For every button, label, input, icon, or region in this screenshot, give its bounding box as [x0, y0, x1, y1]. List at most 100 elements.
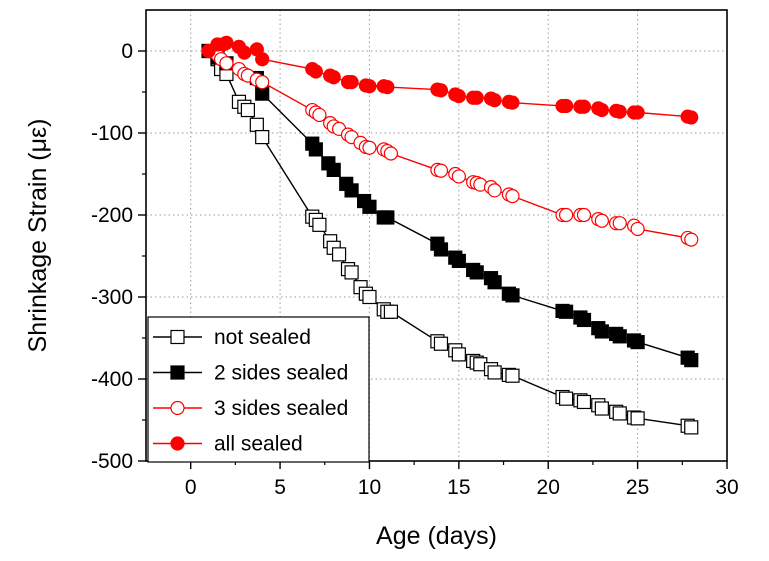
- x-tick-label: 25: [626, 476, 649, 499]
- data-point: [380, 79, 395, 95]
- data-point: [331, 247, 347, 262]
- x-tick-label: 30: [715, 476, 738, 499]
- data-point: [383, 146, 399, 161]
- data-point: [505, 288, 520, 303]
- data-point: [451, 347, 466, 362]
- data-point: [576, 312, 592, 328]
- data-point: [684, 232, 699, 247]
- series-3: [201, 43, 699, 247]
- data-point: [383, 304, 399, 319]
- data-point: [433, 83, 449, 98]
- series-layer: [201, 35, 699, 435]
- data-point: [576, 394, 592, 410]
- data-point: [240, 102, 255, 118]
- data-point: [362, 140, 377, 155]
- data-point: [630, 411, 645, 426]
- series-4: [201, 35, 699, 125]
- data-point: [219, 35, 234, 50]
- data-point: [559, 304, 574, 319]
- x-tick-label: 5: [274, 476, 286, 499]
- y-tick-label: -400: [91, 368, 133, 391]
- data-point: [344, 75, 359, 90]
- data-point: [344, 265, 359, 280]
- data-point: [594, 401, 609, 416]
- data-point: [308, 64, 323, 79]
- data-point: [469, 265, 484, 280]
- data-point: [487, 183, 502, 198]
- data-point: [505, 368, 520, 383]
- data-point: [594, 213, 609, 228]
- legend-marker: [170, 329, 185, 345]
- data-point: [594, 324, 609, 339]
- y-axis-title: Shrinkage Strain (με): [24, 119, 52, 353]
- legend-box: [147, 316, 370, 463]
- data-point: [559, 98, 574, 114]
- legend-marker: [170, 365, 185, 380]
- data-point: [433, 336, 449, 351]
- legend-entry: all sealed: [153, 433, 303, 456]
- data-point: [326, 162, 341, 177]
- data-point: [326, 70, 341, 85]
- data-point: [559, 391, 574, 406]
- tick-layer: 0 5 10 15 20 25 30 0 -100 -200 -300 -400 -500: [91, 40, 739, 499]
- legend-label: 3 sides sealed: [214, 397, 348, 420]
- data-point: [487, 275, 502, 290]
- y-tick-label: -500: [91, 450, 133, 473]
- data-point: [433, 242, 449, 257]
- data-point: [312, 107, 327, 123]
- data-point: [219, 56, 234, 71]
- data-point: [344, 183, 359, 198]
- data-point: [487, 93, 502, 108]
- data-point: [362, 289, 377, 305]
- legend-entry: 3 sides sealed: [153, 397, 348, 420]
- legend-marker: [170, 400, 185, 416]
- x-axis-title: Age (days): [376, 522, 497, 550]
- data-point: [308, 142, 323, 157]
- data-point: [684, 110, 699, 125]
- data-point: [362, 199, 377, 214]
- data-point: [559, 207, 574, 223]
- data-point: [594, 102, 609, 118]
- y-tick-label: -200: [91, 204, 133, 227]
- x-tick-label: 20: [537, 476, 560, 499]
- data-point: [612, 329, 627, 344]
- data-point: [255, 75, 270, 90]
- data-point: [451, 88, 466, 104]
- data-point: [312, 217, 327, 232]
- data-point: [505, 95, 520, 110]
- x-tick-label: 0: [185, 476, 197, 499]
- legend-entry: not sealed: [153, 326, 311, 349]
- data-point: [576, 207, 592, 223]
- data-point: [505, 189, 520, 204]
- data-point: [451, 253, 466, 269]
- data-point: [380, 210, 395, 225]
- y-tick-label: -300: [91, 286, 133, 309]
- data-point: [612, 216, 627, 231]
- legend-label: all sealed: [214, 433, 303, 456]
- data-point: [684, 353, 699, 368]
- data-point: [451, 169, 466, 184]
- plot-frame: [145, 9, 728, 462]
- legend-marker: [170, 436, 185, 451]
- data-point: [630, 105, 645, 120]
- legend: not sealed 2 sides sealed 3 sides sealed al…: [147, 316, 370, 463]
- legend-entry: 2 sides sealed: [153, 362, 348, 385]
- x-tick-label: 15: [447, 476, 470, 499]
- x-tick-label: 10: [358, 476, 381, 499]
- data-point: [684, 420, 699, 435]
- data-point: [487, 365, 502, 380]
- data-point: [612, 406, 627, 421]
- data-point: [469, 90, 484, 105]
- data-point: [255, 52, 270, 67]
- data-point: [630, 335, 645, 350]
- series-1: [201, 43, 699, 435]
- data-point: [249, 117, 264, 132]
- legend-label: 2 sides sealed: [214, 362, 348, 385]
- data-point: [630, 221, 645, 237]
- data-point: [433, 163, 449, 178]
- data-point: [255, 130, 270, 145]
- data-point: [576, 99, 592, 114]
- data-point: [612, 104, 627, 119]
- y-tick-label: -100: [91, 122, 133, 145]
